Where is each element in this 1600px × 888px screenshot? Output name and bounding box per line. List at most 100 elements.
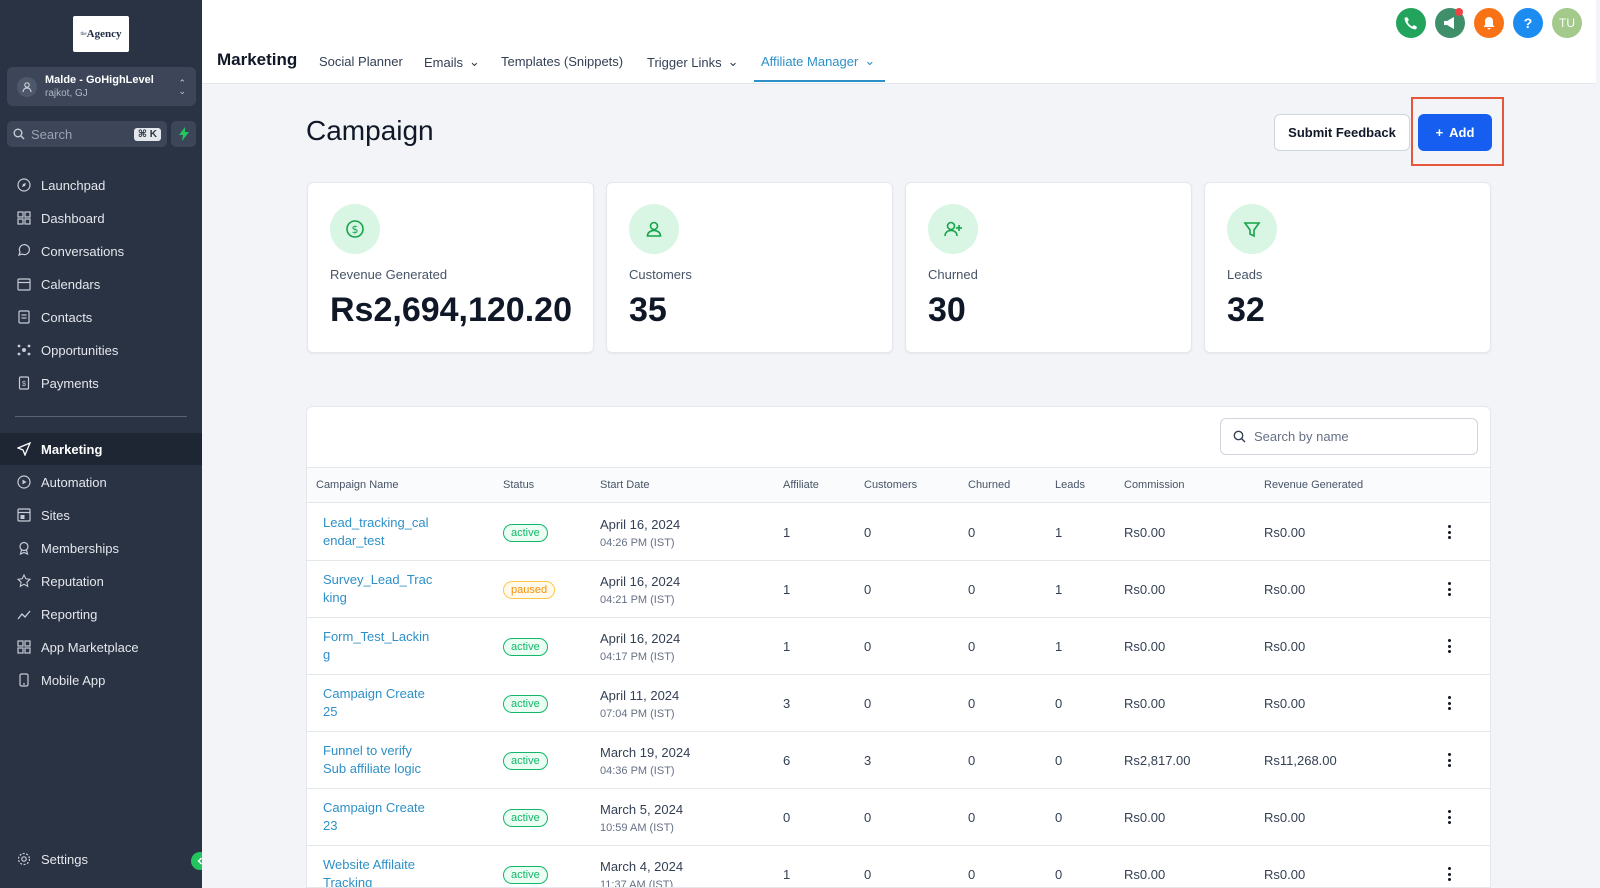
quick-action-button[interactable] — [171, 121, 196, 147]
page-title: Campaign — [306, 115, 434, 146]
col-commission[interactable]: Commission — [1124, 479, 1185, 491]
campaign-name-link[interactable]: Form_Test_Lackin g — [323, 629, 430, 662]
start-date: March 4, 2024 11:37 AM (IST) — [600, 859, 684, 888]
sidebar-search[interactable]: Search ⌘ K — [7, 121, 167, 147]
sidebar-item-automation[interactable]: Automation — [0, 466, 202, 498]
submit-feedback-button[interactable]: Submit Feedback — [1274, 114, 1410, 151]
sidebar-item-payments[interactable]: $ Payments — [0, 367, 202, 399]
main-content: Marketing Social Planner Emails ⌄ Templat… — [202, 0, 1600, 888]
cell-affiliate: 1 — [783, 867, 791, 882]
cell-revenue: Rs0.00 — [1264, 810, 1306, 825]
active-tab-indicator — [754, 80, 885, 82]
cell-commission: Rs0.00 — [1124, 867, 1166, 882]
cell-affiliate: 1 — [783, 582, 791, 597]
account-name: Malde - GoHighLevel — [45, 73, 154, 86]
stat-label: Leads — [1227, 267, 1263, 282]
cell-churned: 0 — [968, 582, 976, 597]
cell-commission: Rs0.00 — [1124, 582, 1166, 597]
row-actions-icon[interactable] — [1444, 693, 1454, 713]
payments-icon: $ — [16, 375, 32, 391]
chart-line-icon — [16, 606, 32, 622]
campaign-name-link[interactable]: Survey_Lead_Trac king — [323, 572, 433, 605]
sidebar-item-dashboard[interactable]: Dashboard — [0, 202, 202, 234]
sites-icon — [16, 507, 32, 523]
row-actions-icon[interactable] — [1444, 579, 1454, 599]
col-status[interactable]: Status — [503, 479, 535, 491]
table-row[interactable]: Campaign Create 25 active April 11, 2024 07:… — [307, 675, 1490, 732]
account-switcher[interactable]: Malde - GoHighLevel rajkot, GJ ⌃ ⌄ — [7, 67, 196, 106]
sidebar-item-conversations[interactable]: Conversations — [0, 235, 202, 267]
add-campaign-button[interactable]: + Add — [1418, 114, 1492, 151]
phone-button[interactable] — [1396, 8, 1426, 38]
table-row[interactable]: Campaign Create 23 active March 5, 2024 10:5… — [307, 789, 1490, 846]
notification-dot — [1455, 8, 1463, 16]
svg-text:$: $ — [22, 381, 26, 388]
campaign-name-link[interactable]: Funnel to verify Sub affiliate logic — [323, 743, 422, 776]
tab-trigger-links[interactable]: Trigger Links ⌄ — [647, 54, 739, 70]
cell-revenue: Rs11,268.00 — [1264, 753, 1337, 768]
table-row[interactable]: Website Affilaite Tracking active March 4, … — [307, 846, 1490, 888]
col-leads[interactable]: Leads — [1055, 479, 1085, 491]
bell-icon — [1483, 17, 1495, 30]
sidebar-item-contacts[interactable]: Contacts — [0, 301, 202, 333]
sidebar-item-reporting[interactable]: Reporting — [0, 598, 202, 630]
chevron-updown-icon: ⌃ ⌄ — [178, 77, 186, 96]
tab-templates[interactable]: Templates (Snippets) — [501, 54, 624, 69]
row-actions-icon[interactable] — [1444, 750, 1454, 770]
sidebar-item-app-marketplace[interactable]: App Marketplace — [0, 631, 202, 663]
cell-revenue: Rs0.00 — [1264, 525, 1306, 540]
col-affiliate[interactable]: Affiliate — [783, 479, 819, 491]
sidebar-item-memberships[interactable]: Memberships — [0, 532, 202, 564]
table-row[interactable]: Survey_Lead_Trac king paused April 16, 2024… — [307, 561, 1490, 618]
sidebar-item-settings[interactable]: Settings — [0, 843, 202, 875]
row-actions-icon[interactable] — [1444, 807, 1454, 827]
cell-leads: 0 — [1055, 867, 1063, 882]
start-date: March 19, 2024 04:36 PM (IST) — [600, 745, 691, 777]
row-actions-icon[interactable] — [1444, 864, 1454, 884]
start-date: April 11, 2024 07:04 PM (IST) — [600, 688, 680, 720]
agency-logo[interactable]: the Agency — [73, 16, 129, 52]
campaign-name-link[interactable]: Lead_tracking_cal endar_test — [323, 515, 429, 548]
status-badge: active — [503, 752, 548, 770]
table-row[interactable]: Funnel to verify Sub affiliate logic activ… — [307, 732, 1490, 789]
table-row[interactable]: Lead_tracking_cal endar_test active April 1… — [307, 504, 1490, 561]
cell-affiliate: 1 — [783, 639, 791, 654]
opportunities-icon — [16, 342, 32, 358]
sidebar-item-calendars[interactable]: Calendars — [0, 268, 202, 300]
user-avatar[interactable]: TU — [1552, 8, 1582, 38]
col-revenue-generated[interactable]: Revenue Generated — [1264, 479, 1364, 491]
cell-leads: 0 — [1055, 696, 1063, 711]
sidebar-item-launchpad[interactable]: Launchpad — [0, 169, 202, 201]
sidebar-item-opportunities[interactable]: Opportunities — [0, 334, 202, 366]
help-button[interactable]: ? — [1513, 8, 1543, 38]
start-date: April 16, 2024 04:17 PM (IST) — [600, 631, 681, 663]
col-start-date[interactable]: Start Date — [600, 479, 650, 491]
sidebar-item-reputation[interactable]: Reputation — [0, 565, 202, 597]
campaign-name-link[interactable]: Website Affilaite Tracking — [323, 857, 416, 888]
notifications-button[interactable] — [1474, 8, 1504, 38]
campaign-table: Search by name Campaign Name Status Star… — [306, 406, 1491, 888]
col-campaign-name[interactable]: Campaign Name — [316, 479, 399, 491]
search-icon — [1233, 430, 1246, 443]
sidebar-item-mobile-app[interactable]: Mobile App — [0, 664, 202, 696]
contacts-icon — [16, 309, 32, 325]
cell-customers: 0 — [864, 867, 872, 882]
row-actions-icon[interactable] — [1444, 636, 1454, 656]
tab-affiliate-manager[interactable]: Affiliate Manager ⌄ — [761, 53, 876, 69]
cell-commission: Rs0.00 — [1124, 696, 1166, 711]
cell-affiliate: 0 — [783, 810, 791, 825]
row-actions-icon[interactable] — [1444, 522, 1454, 542]
tab-social-planner[interactable]: Social Planner — [319, 54, 403, 69]
col-customers[interactable]: Customers — [864, 479, 918, 491]
table-row[interactable]: Form_Test_Lackin g active April 16, 2024 04:… — [307, 618, 1490, 675]
campaign-search-input[interactable]: Search by name — [1220, 418, 1478, 455]
cell-leads: 1 — [1055, 525, 1063, 540]
sidebar-item-sites[interactable]: Sites — [0, 499, 202, 531]
cell-revenue: Rs0.00 — [1264, 696, 1306, 711]
sidebar-item-marketing[interactable]: Marketing — [0, 433, 202, 465]
cell-revenue: Rs0.00 — [1264, 639, 1306, 654]
campaign-name-link[interactable]: Campaign Create 23 — [323, 800, 425, 833]
col-churned[interactable]: Churned — [968, 479, 1011, 491]
campaign-name-link[interactable]: Campaign Create 25 — [323, 686, 425, 719]
tab-emails[interactable]: Emails ⌄ — [424, 54, 480, 70]
